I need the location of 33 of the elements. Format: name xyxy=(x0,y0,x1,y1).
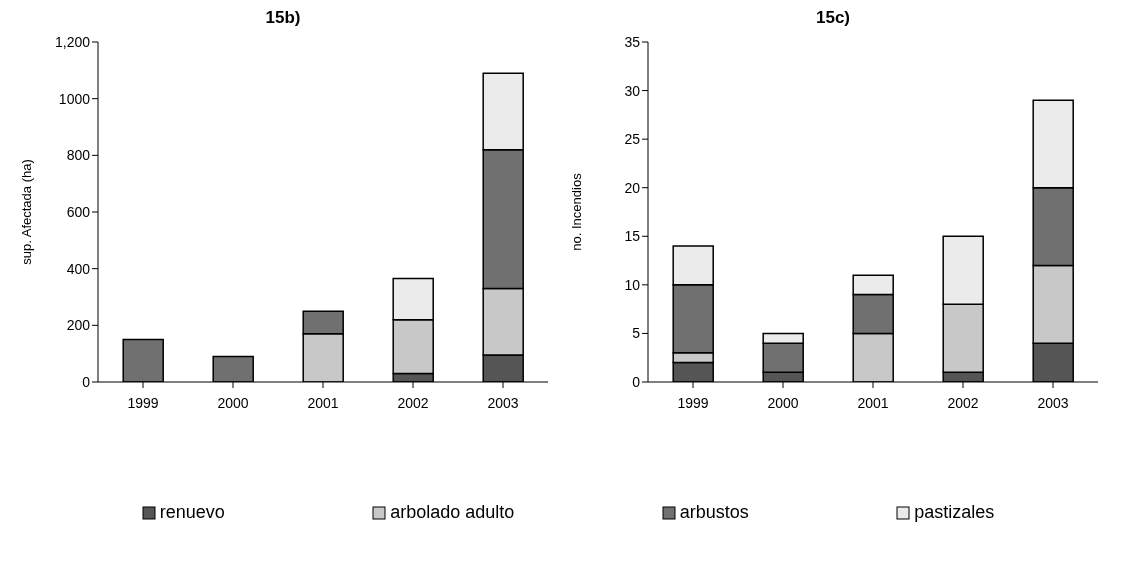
x-tick-label: 2001 xyxy=(307,394,339,411)
y-tick-label: 600 xyxy=(66,203,91,220)
y-tick-label: 200 xyxy=(66,317,91,334)
y-tick-label: 25 xyxy=(624,131,641,148)
chart-title: 15b) xyxy=(264,8,302,29)
y-tick-label: 400 xyxy=(66,260,91,277)
x-tick-label: 2003 xyxy=(487,394,519,411)
x-tick-label: 2001 xyxy=(857,394,889,411)
x-tick-label: 1999 xyxy=(127,394,159,411)
y-tick-label: 0 xyxy=(632,373,641,390)
y-tick-label: 0 xyxy=(82,373,91,390)
x-tick-label: 2002 xyxy=(947,394,979,411)
y-tick-label: 800 xyxy=(66,147,91,164)
x-tick-label: 2000 xyxy=(217,394,249,411)
legend-label: arbustos xyxy=(679,502,749,523)
x-tick-label: 2003 xyxy=(1037,394,1069,411)
x-tick-label: 2000 xyxy=(767,394,799,411)
x-tick-label: 2002 xyxy=(397,394,429,411)
y-tick-label: 35 xyxy=(624,33,641,50)
y-tick-label: 1,200 xyxy=(54,33,91,50)
y-axis-title: no. Incendios xyxy=(568,172,584,251)
y-tick-label: 5 xyxy=(632,325,641,342)
legend-label: arbolado adulto xyxy=(390,502,515,523)
y-tick-label: 30 xyxy=(624,82,641,99)
y-tick-label: 10 xyxy=(624,276,641,293)
legend-label: renuevo xyxy=(159,502,225,523)
chart-title: 15c) xyxy=(815,8,851,29)
y-tick-label: 1000 xyxy=(58,90,91,107)
y-tick-label: 20 xyxy=(624,179,641,196)
y-tick-label: 15 xyxy=(624,228,641,245)
legend-label: pastizales xyxy=(914,502,995,523)
y-axis-title: sup. Afectada (ha) xyxy=(18,159,34,265)
x-tick-label: 1999 xyxy=(677,394,709,411)
